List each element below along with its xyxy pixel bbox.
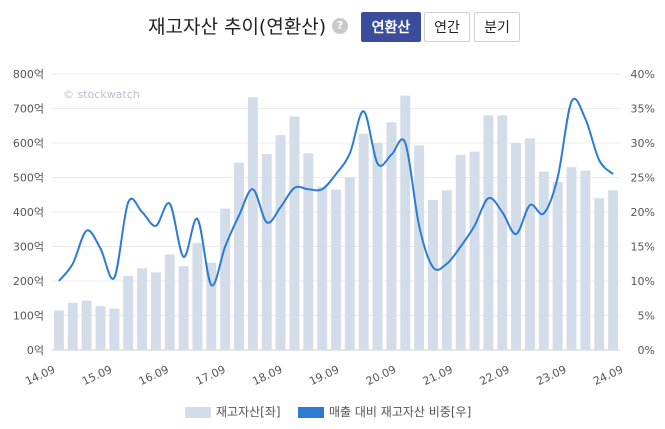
- bar: [427, 199, 438, 350]
- bar: [234, 162, 245, 350]
- annual-button[interactable]: 연간: [424, 12, 470, 42]
- y-left-tick-label: 800억: [13, 68, 44, 81]
- bar: [81, 300, 92, 350]
- line-series: [58, 97, 614, 287]
- x-tick-label: 17.09: [194, 363, 228, 388]
- x-tick-label: 14.09: [23, 363, 57, 388]
- y-left-tick-label: 200억: [13, 275, 44, 288]
- bar: [220, 208, 231, 350]
- y-right-tick-label: 15%: [631, 241, 655, 254]
- annualized-button[interactable]: 연환산: [361, 12, 421, 42]
- x-tick-label: 21.09: [421, 363, 455, 388]
- bar: [511, 143, 522, 350]
- bar: [455, 155, 466, 350]
- bar: [289, 116, 300, 350]
- bar: [137, 268, 148, 350]
- bar: [67, 302, 78, 350]
- bar: [594, 198, 605, 350]
- bar: [483, 115, 494, 351]
- bar: [386, 122, 397, 350]
- bar: [178, 266, 189, 350]
- watermark: © stockwatch: [63, 88, 140, 101]
- bar: [400, 95, 411, 350]
- x-tick-label: 16.09: [137, 363, 171, 388]
- bar: [206, 262, 217, 350]
- x-tick-label: 22.09: [478, 363, 512, 388]
- bar-series: [53, 95, 619, 351]
- y-right-tick-label: 20%: [631, 206, 655, 219]
- bar: [414, 145, 425, 350]
- bar: [344, 177, 355, 350]
- legend-bar-swatch[interactable]: [185, 407, 211, 418]
- y-right-tick-label: 40%: [631, 68, 655, 81]
- bar: [331, 189, 341, 350]
- bar: [192, 243, 203, 350]
- line-series-path: [58, 97, 614, 287]
- bar: [566, 167, 577, 350]
- y-left-tick-label: 400억: [13, 206, 44, 219]
- bar: [303, 153, 314, 350]
- bar: [317, 186, 328, 350]
- y-left-tick-label: 500억: [13, 172, 44, 185]
- y-right-tick-label: 25%: [631, 172, 655, 185]
- question-circle-icon[interactable]: ?: [332, 18, 348, 34]
- y-left-tick-label: 700억: [13, 103, 44, 116]
- x-tick-label: 20.09: [364, 363, 398, 388]
- bar: [358, 133, 369, 350]
- bar: [95, 306, 106, 350]
- bar: [524, 138, 535, 350]
- bar: [441, 190, 452, 350]
- legend-line-label[interactable]: 매출 대비 재고자산 비중[우]: [329, 405, 472, 419]
- y-left-tick-label: 0억: [27, 344, 44, 357]
- bar: [538, 171, 549, 350]
- y-right-tick-label: 10%: [631, 275, 655, 288]
- bar: [53, 310, 64, 350]
- x-tick-label: 19.09: [307, 363, 341, 388]
- bar: [497, 115, 508, 351]
- x-tick-label: 15.09: [80, 363, 114, 388]
- bar: [164, 254, 175, 350]
- y-left-tick-label: 600억: [13, 137, 44, 150]
- bar: [372, 143, 383, 350]
- bar: [150, 272, 161, 350]
- y-right-tick-label: 35%: [631, 103, 655, 116]
- legend-line-swatch[interactable]: [298, 407, 324, 418]
- bar: [469, 151, 480, 350]
- legend-bar-label[interactable]: 재고자산[좌]: [216, 405, 281, 419]
- bar: [580, 170, 591, 350]
- bar: [109, 308, 120, 350]
- bar: [552, 181, 563, 350]
- bar: [123, 275, 134, 350]
- y-right-tick-label: 30%: [631, 137, 655, 150]
- y-right-tick-label: 5%: [638, 310, 655, 323]
- bar: [247, 97, 258, 351]
- x-tick-label: 24.09: [591, 363, 625, 388]
- bar: [275, 135, 286, 350]
- y-left-tick-label: 300억: [13, 241, 44, 254]
- bar: [261, 154, 272, 350]
- quarterly-button[interactable]: 분기: [474, 12, 520, 42]
- chart-title: 재고자산 추이(연환산): [148, 16, 327, 38]
- y-left-tick-label: 100억: [13, 310, 44, 323]
- x-tick-label: 23.09: [534, 363, 568, 388]
- y-right-tick-label: 0%: [638, 344, 655, 357]
- bar: [608, 190, 619, 350]
- x-tick-label: 18.09: [250, 363, 284, 388]
